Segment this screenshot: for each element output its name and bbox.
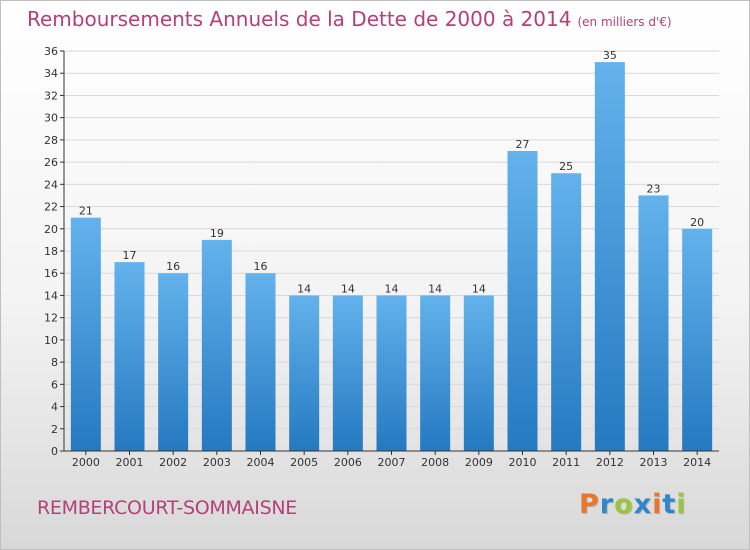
bar-2000 — [70, 217, 101, 451]
y-tick-label: 0 — [51, 445, 58, 458]
chart-unit: (en milliers d'€) — [577, 15, 672, 29]
chart-title-text: Remboursements Annuels de la Dette de 20… — [27, 7, 572, 31]
commune-name: REMBERCOURT-SOMMAISNE — [37, 497, 297, 519]
bar-value-label: 27 — [516, 138, 530, 151]
bar-2005 — [289, 295, 320, 451]
logo-letter: t — [662, 489, 677, 520]
bar-value-label: 21 — [79, 205, 93, 218]
logo-letter: r — [599, 489, 615, 520]
x-tick-label: 2014 — [683, 456, 711, 469]
bar-value-label: 17 — [123, 249, 137, 262]
bar-value-label: 14 — [428, 282, 442, 295]
bar-2006 — [332, 295, 363, 451]
y-tick-label: 16 — [44, 267, 58, 280]
bar-value-label: 23 — [647, 182, 661, 195]
logo-letter: i — [676, 489, 687, 520]
x-tick-label: 2012 — [596, 456, 624, 469]
y-tick-label: 24 — [44, 178, 58, 191]
y-tick-label: 36 — [44, 45, 58, 58]
bar-2010 — [507, 151, 538, 451]
logo-letter: P — [579, 489, 600, 520]
x-tick-label: 2013 — [640, 456, 668, 469]
bar-value-label: 14 — [385, 282, 399, 295]
y-tick-label: 14 — [44, 289, 58, 302]
bar-value-label: 20 — [690, 216, 704, 229]
proxiti-logo: Proxiti — [579, 489, 687, 520]
bar-2002 — [158, 273, 189, 451]
y-tick-label: 20 — [44, 223, 58, 236]
bar-value-label: 16 — [166, 260, 180, 273]
x-tick-label: 2000 — [72, 456, 100, 469]
bar-value-label: 25 — [559, 160, 573, 173]
y-tick-label: 10 — [44, 334, 58, 347]
logo-letter: o — [614, 489, 634, 520]
bar-2013 — [638, 195, 669, 451]
y-tick-label: 6 — [51, 378, 58, 391]
logo-letter: i — [652, 489, 663, 520]
x-tick-label: 2003 — [203, 456, 231, 469]
bar-2001 — [114, 262, 145, 451]
x-tick-label: 2006 — [334, 456, 362, 469]
x-tick-label: 2004 — [247, 456, 275, 469]
bar-2012 — [594, 62, 625, 451]
y-tick-label: 2 — [51, 423, 58, 436]
y-tick-label: 32 — [44, 89, 58, 102]
bar-2004 — [245, 273, 276, 451]
x-tick-label: 2009 — [465, 456, 493, 469]
y-tick-label: 28 — [44, 134, 58, 147]
y-tick-label: 30 — [44, 112, 58, 125]
bar-value-label: 14 — [297, 282, 311, 295]
bar-2003 — [201, 239, 232, 451]
bar-2008 — [420, 295, 451, 451]
bar-2014 — [682, 228, 713, 451]
y-tick-label: 22 — [44, 201, 58, 214]
y-tick-label: 34 — [44, 67, 58, 80]
y-tick-label: 8 — [51, 356, 58, 369]
y-tick-label: 4 — [51, 401, 58, 414]
x-tick-label: 2007 — [378, 456, 406, 469]
logo-letter: x — [633, 489, 653, 520]
bar-value-label: 16 — [254, 260, 268, 273]
x-tick-label: 2011 — [552, 456, 580, 469]
bar-2009 — [463, 295, 494, 451]
x-tick-label: 2010 — [509, 456, 537, 469]
x-tick-label: 2002 — [159, 456, 187, 469]
y-tick-label: 12 — [44, 312, 58, 325]
x-tick-label: 2005 — [290, 456, 318, 469]
bar-value-label: 35 — [603, 49, 617, 62]
bar-value-label: 19 — [210, 227, 224, 240]
x-tick-label: 2001 — [116, 456, 144, 469]
bar-2007 — [376, 295, 407, 451]
bar-value-label: 14 — [341, 282, 355, 295]
bar-value-label: 14 — [472, 282, 486, 295]
x-tick-label: 2008 — [421, 456, 449, 469]
bars: 21 17 16 19 16 14 14 14 14 14 27 25 35 23 20 — [70, 49, 713, 451]
chart-title: Remboursements Annuels de la Dette de 20… — [27, 7, 672, 31]
y-tick-label: 26 — [44, 156, 58, 169]
bar-2011 — [551, 173, 582, 451]
y-tick-label: 18 — [44, 245, 58, 258]
